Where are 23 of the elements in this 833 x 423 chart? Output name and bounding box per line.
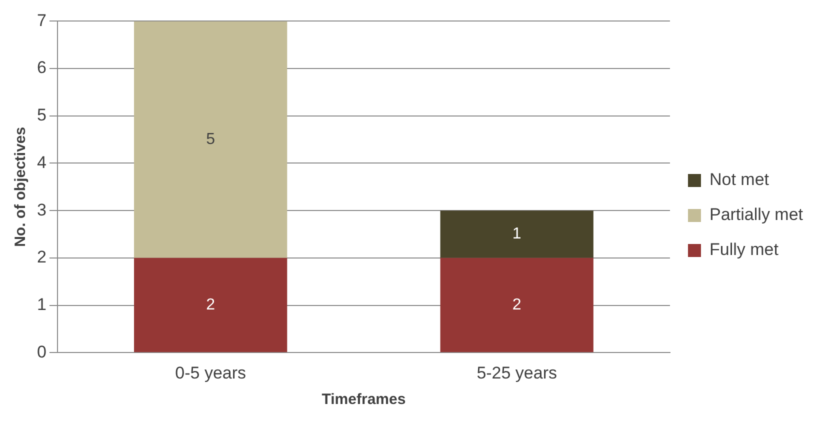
legend-label: Partially met (709, 205, 804, 224)
y-tick-label: 4 (36, 152, 46, 172)
legend-label: Fully met (709, 240, 779, 260)
x-tick-label: 5-25 years (476, 363, 558, 382)
y-tick-label: 5 (36, 106, 46, 125)
y-tick-label: 0 (36, 342, 46, 362)
legend-label: Not met (709, 170, 770, 190)
data-label: 2 (206, 296, 216, 314)
y-axis-title: No. of objectives (12, 126, 30, 247)
bar (440, 210, 594, 258)
data-label: 2 (512, 296, 522, 314)
x-tick-label: 0-5 years (175, 363, 246, 382)
y-tick-label: 1 (36, 294, 46, 314)
bar (440, 258, 594, 352)
x-axis-title: Timeframes (322, 391, 406, 408)
y-tick-label: 7 (36, 10, 46, 30)
data-label: 5 (206, 130, 216, 148)
y-tick-label: 3 (36, 200, 46, 220)
y-tick-label: 2 (36, 248, 46, 267)
y-tick-label: 6 (36, 58, 46, 78)
bar (134, 21, 288, 258)
data-label: 1 (512, 226, 522, 243)
bar (134, 258, 288, 352)
